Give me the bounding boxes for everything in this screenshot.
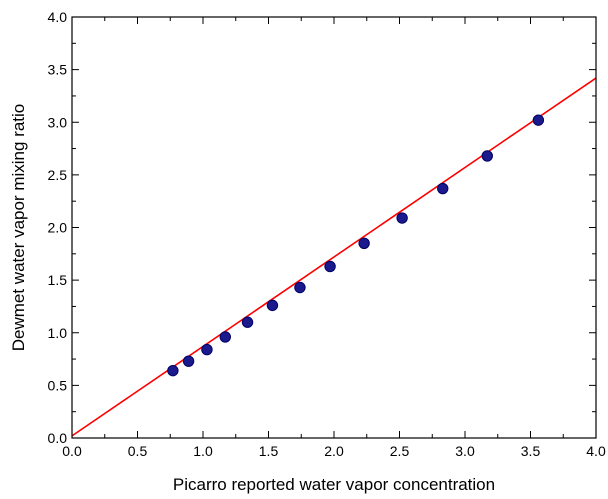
data-point — [396, 212, 408, 224]
x-tick-label: 0.0 — [62, 443, 82, 459]
data-point — [481, 150, 493, 162]
data-point — [201, 343, 213, 356]
x-tick-label: 3.0 — [455, 443, 475, 459]
data-points-layer — [167, 114, 545, 377]
data-point — [358, 237, 370, 249]
data-point — [437, 182, 449, 195]
x-tick-label: 3.5 — [521, 443, 541, 459]
x-tick-label: 2.0 — [324, 443, 344, 459]
x-axis-title: Picarro reported water vapor concentrati… — [173, 475, 495, 494]
x-tick-label: 0.5 — [128, 443, 148, 459]
x-tick-label: 1.0 — [193, 443, 213, 459]
y-tick-label: 1.5 — [48, 272, 68, 288]
data-point — [324, 260, 336, 273]
y-tick-label: 0.0 — [48, 430, 68, 446]
x-tick-label: 4.0 — [586, 443, 606, 459]
data-point — [532, 114, 545, 126]
plot-frame — [71, 16, 597, 439]
x-tick-label: 2.5 — [390, 443, 410, 459]
axis-ticks-layer: 0.0 0.5 1.0 1.5 2.0 2.5 3.0 3.5 4.0 0.0 0.5 1.0 1.5 2… — [48, 9, 606, 459]
data-point — [219, 331, 231, 343]
x-tick-label: 1.5 — [259, 443, 279, 459]
data-point — [266, 299, 279, 312]
plot-frame-layer — [71, 16, 597, 439]
data-point — [294, 281, 306, 294]
y-tick-label: 2.0 — [48, 220, 68, 236]
data-point — [182, 355, 195, 367]
y-tick-label: 0.5 — [48, 377, 68, 393]
data-point — [241, 316, 254, 328]
data-point — [167, 364, 179, 377]
y-axis-title: Dewmet water vapor mixing ratio — [9, 104, 28, 352]
y-tick-label: 3.5 — [48, 62, 68, 78]
y-tick-label: 2.5 — [48, 167, 68, 183]
y-tick-label: 1.0 — [48, 325, 68, 341]
fit-line — [71, 77, 597, 437]
y-tick-label: 4.0 — [48, 9, 68, 25]
y-tick-label: 3.0 — [48, 114, 68, 130]
fit-line-layer — [71, 77, 597, 437]
